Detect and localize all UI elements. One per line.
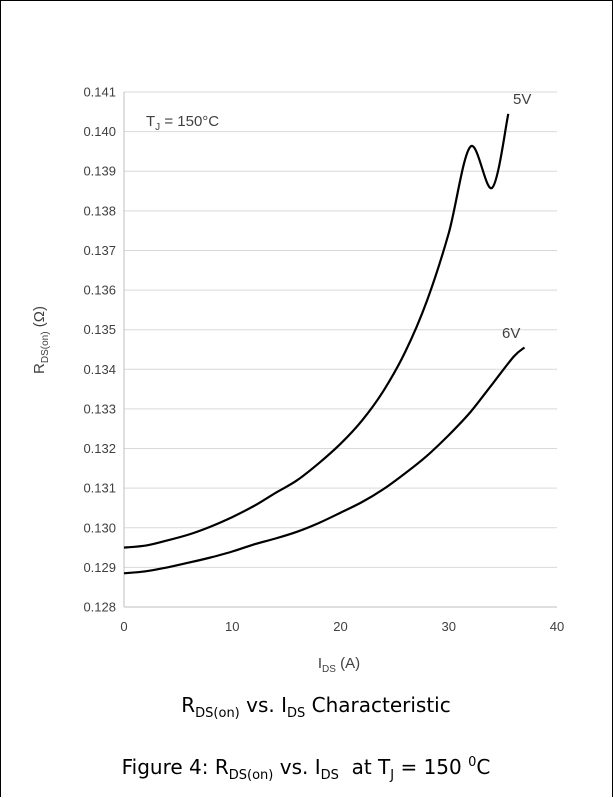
gridlines xyxy=(124,91,557,568)
series-lines xyxy=(123,113,526,575)
y-tick-label: 0.128 xyxy=(83,600,116,615)
y-tick-label: 0.139 xyxy=(83,164,116,179)
series-line-5v xyxy=(123,113,510,549)
series-line-6v xyxy=(123,346,526,575)
y-tick-label: 0.131 xyxy=(83,481,116,496)
y-tick-label: 0.134 xyxy=(83,362,116,377)
y-tick-label: 0.130 xyxy=(83,520,116,535)
x-tick-label: 10 xyxy=(225,619,239,634)
y-tick-label: 0.133 xyxy=(83,401,116,416)
y-tick-label: 0.140 xyxy=(83,124,116,139)
y-tick-labels: 0.128 0.129 0.130 0.131 0.132 0.133 0.134 0.135… xyxy=(83,85,116,615)
x-tick-labels: 0 10 20 30 40 xyxy=(120,619,564,634)
x-tick-label: 40 xyxy=(550,619,564,634)
series-label-5v: 5V xyxy=(513,91,531,108)
y-tick-label: 0.138 xyxy=(83,203,116,218)
y-tick-label: 0.141 xyxy=(83,85,116,100)
annotation-tj: TJ = 150°C xyxy=(146,113,219,133)
chart-title: RDS(on) vs. IDS Characteristic xyxy=(181,693,450,721)
x-axis-label: IDS (A) xyxy=(318,655,360,675)
y-tick-label: 0.137 xyxy=(83,243,116,258)
x-tick-label: 0 xyxy=(120,619,127,634)
x-tick-label: 30 xyxy=(442,619,456,634)
y-tick-label: 0.129 xyxy=(83,560,116,575)
x-tick-label: 20 xyxy=(333,619,347,634)
y-tick-label: 0.136 xyxy=(83,283,116,298)
y-tick-label: 0.132 xyxy=(83,441,116,456)
y-tick-label: 0.135 xyxy=(83,322,116,337)
y-axis-label: RDS(on) (Ω) xyxy=(31,306,51,374)
series-label-6v: 6V xyxy=(502,325,520,342)
axes xyxy=(123,92,557,608)
figure-caption: Figure 4: RDS(on) vs. IDS at TJ = 150 0C xyxy=(122,755,491,783)
